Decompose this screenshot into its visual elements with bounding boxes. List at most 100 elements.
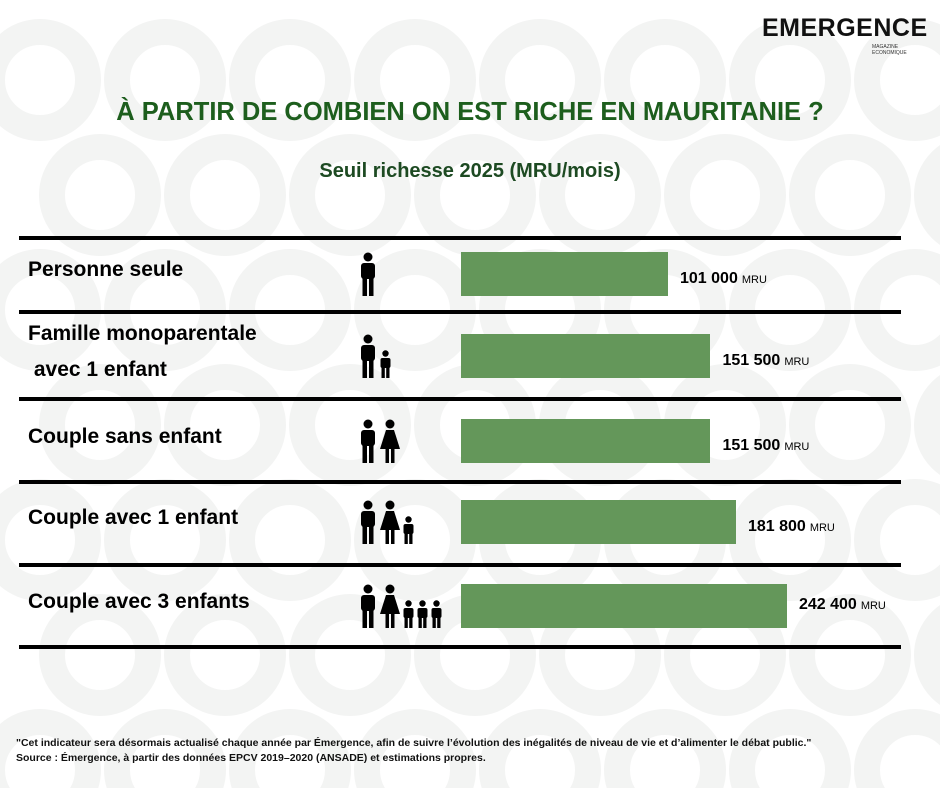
child-icon — [402, 600, 415, 633]
household-figures — [358, 252, 378, 301]
man-icon — [358, 252, 378, 301]
value-number: 151 500 — [722, 437, 781, 454]
watermark-logo — [289, 134, 411, 256]
watermark-logo — [289, 594, 411, 716]
watermark-logo — [854, 479, 940, 601]
category-label: Famille monoparentale avec 1 enfant — [28, 316, 257, 388]
watermark-logo — [414, 134, 536, 256]
watermark-logo — [354, 709, 476, 788]
watermark-logo — [164, 594, 286, 716]
category-label-line: Famille monoparentale — [28, 322, 257, 345]
household-figures — [358, 500, 415, 549]
watermark-logo — [39, 134, 161, 256]
category-label-line: avec 1 enfant — [28, 358, 167, 381]
value-number: 242 400 — [798, 596, 857, 613]
watermark-logo — [539, 134, 661, 256]
footer-quote: "Cet indicateur sera désormais actualisé… — [16, 737, 812, 749]
bar — [461, 334, 711, 378]
watermark-logo — [229, 709, 351, 788]
category-label: Couple sans enfant — [28, 419, 222, 455]
watermark-logo — [104, 19, 226, 141]
bar — [461, 252, 668, 296]
value-label: 151 500 MRU — [722, 352, 809, 370]
watermark-logo — [39, 364, 161, 486]
row-divider — [19, 563, 901, 567]
footer-source: Source : Émergence, à partir des données… — [16, 752, 486, 764]
category-label: Personne seule — [28, 252, 183, 288]
value-label: 151 500 MRU — [722, 437, 809, 455]
category-label-line: Personne seule — [28, 258, 184, 281]
watermark-logo — [39, 594, 161, 716]
watermark-logo — [104, 709, 226, 788]
value-unit: MRU — [784, 356, 810, 368]
value-unit: MRU — [860, 600, 886, 612]
watermark-logo — [604, 709, 726, 788]
woman-icon — [379, 500, 401, 549]
watermark-logo — [479, 709, 601, 788]
value-unit: MRU — [809, 522, 835, 534]
value-label: 181 800 MRU — [748, 518, 835, 536]
value-number: 151 500 — [722, 352, 781, 369]
category-label-line: Couple sans enfant — [28, 425, 222, 448]
page-title: À PARTIR DE COMBIEN ON EST RICHE EN MAUR… — [116, 98, 824, 126]
category-label: Couple avec 1 enfant — [28, 500, 238, 536]
household-figures — [358, 584, 443, 633]
watermark-logo — [789, 364, 911, 486]
value-number: 101 000 — [680, 270, 738, 287]
bar — [461, 500, 736, 544]
row-divider — [19, 645, 901, 649]
value-label: 242 400 MRU — [799, 596, 886, 614]
man-icon — [358, 584, 378, 633]
row-divider — [19, 397, 901, 401]
household-figures — [358, 419, 401, 468]
watermark-logo — [789, 594, 911, 716]
watermark-logo — [0, 19, 101, 141]
footer: "Cet indicateur sera désormais actualisé… — [16, 736, 811, 766]
watermark-logo — [289, 364, 411, 486]
child-icon — [402, 516, 415, 549]
watermark-logo — [0, 479, 101, 601]
category-label-line: Couple avec 3 enfants — [28, 590, 250, 613]
woman-icon — [379, 419, 401, 468]
watermark-logo — [914, 145, 940, 245]
child-icon — [430, 600, 443, 633]
household-figures — [358, 334, 392, 383]
row-divider — [19, 310, 901, 314]
watermark-logo — [789, 134, 911, 256]
watermark-logo — [729, 19, 851, 141]
watermark-logo — [914, 605, 940, 705]
chart-subtitle: Seuil richesse 2025 (MRU/mois) — [319, 160, 621, 182]
watermark-logo — [104, 479, 226, 601]
watermark-logo — [164, 364, 286, 486]
category-label: Couple avec 3 enfants — [28, 584, 250, 620]
logo-tagline: MAGAZINE ECONOMIQUE — [872, 44, 907, 56]
watermark-logo — [479, 19, 601, 141]
child-icon — [379, 350, 392, 383]
child-icon — [416, 600, 429, 633]
watermark-logo — [604, 19, 726, 141]
watermark-logo — [164, 134, 286, 256]
row-divider — [19, 236, 901, 240]
watermark-logo — [354, 19, 476, 141]
bar — [461, 584, 787, 628]
row-divider — [19, 480, 901, 484]
watermark-logo — [229, 479, 351, 601]
man-icon — [358, 500, 378, 549]
category-label-line: Couple avec 1 enfant — [28, 506, 239, 529]
man-icon — [358, 334, 378, 383]
watermark-logo — [664, 134, 786, 256]
watermark-logo — [854, 709, 940, 788]
value-number: 181 800 — [747, 518, 806, 535]
bar — [461, 419, 711, 463]
watermark-logo — [229, 19, 351, 141]
watermark-logo — [729, 479, 851, 601]
watermark-logo — [0, 709, 101, 788]
watermark-logo — [914, 375, 940, 475]
watermark-logo — [854, 19, 940, 141]
watermark-logo — [729, 709, 851, 788]
man-icon — [358, 419, 378, 468]
emergence-logo: EMERGENCE MAGAZINE ECONOMIQUE — [762, 14, 934, 56]
value-label: 101 000 MRU — [680, 270, 767, 288]
logo-text: EMERGENCE — [762, 14, 928, 42]
